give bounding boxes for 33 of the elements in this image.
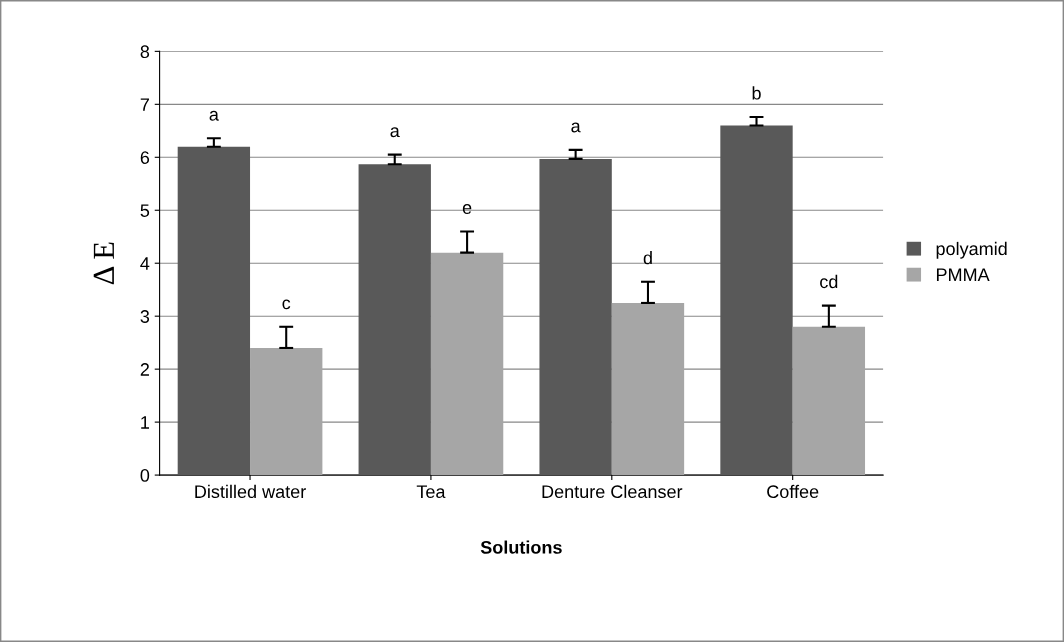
y-tick-label: 0 [140, 469, 150, 482]
y-tick-label: 1 [141, 416, 149, 429]
y-tick-label: 7 [140, 98, 149, 111]
y-tick-label: 3 [140, 310, 150, 323]
bar [250, 347, 323, 476]
x-tick-label: Distilled water [195, 484, 306, 499]
y-tick-label: 2 [140, 363, 149, 376]
data-label: e [462, 204, 472, 214]
data-label: a [571, 122, 581, 133]
y-axis-title: Δ E [93, 242, 114, 285]
x-tick-label: Tea [416, 485, 446, 499]
bar [792, 326, 866, 476]
y-tick-label: 6 [140, 151, 150, 165]
data-label: c [282, 299, 291, 310]
data-label: a [209, 110, 219, 121]
bar [720, 125, 793, 476]
x-axis-title: Solutions [480, 540, 562, 554]
y-tick-label: 8 [140, 45, 150, 59]
y-tick-label: 5 [140, 204, 150, 217]
data-label: b [752, 86, 761, 100]
bar [177, 146, 251, 476]
data-label: d [643, 251, 652, 265]
bar [539, 158, 612, 476]
y-tick-label: 4 [140, 257, 150, 270]
x-tick-label: Coffee [767, 484, 819, 499]
data-label: a [390, 127, 400, 138]
bar [611, 302, 685, 476]
x-tick-label: Denture Cleanser [542, 484, 683, 499]
legend-label: polyamid [936, 241, 1007, 259]
legend-label: PMMA [936, 268, 990, 281]
bar [358, 164, 431, 476]
bar [430, 252, 504, 476]
data-label: cd [820, 274, 838, 289]
